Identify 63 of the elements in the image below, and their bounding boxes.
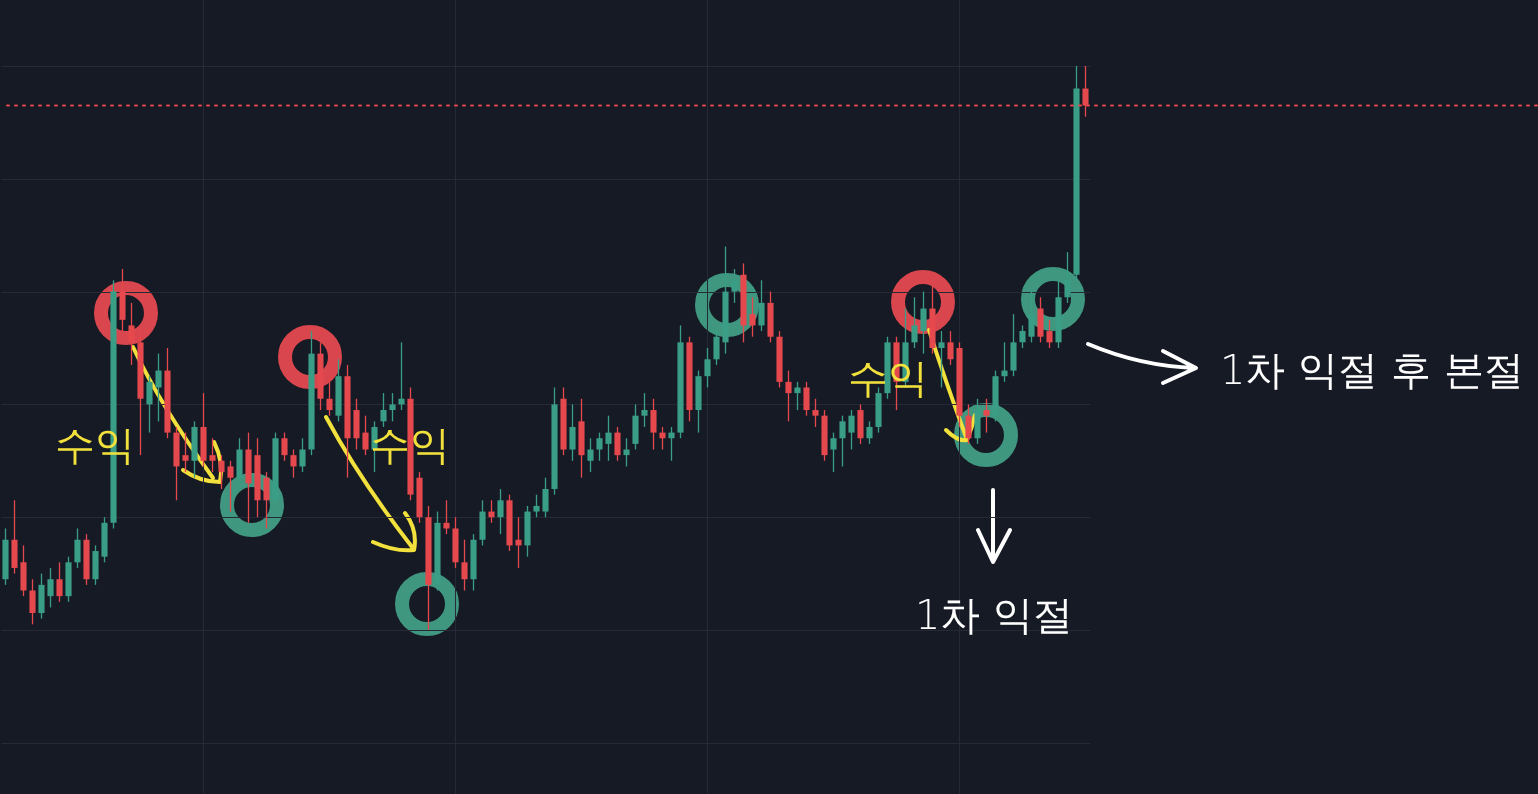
candlestick	[389, 392, 396, 422]
candlestick	[281, 431, 288, 462]
candlestick	[380, 392, 387, 428]
candlestick	[218, 454, 225, 490]
candlestick	[785, 369, 792, 422]
candlestick	[443, 499, 450, 535]
candlestick	[488, 499, 495, 524]
candlestick	[1028, 290, 1035, 344]
candlestick	[326, 381, 333, 417]
candlestick	[497, 488, 504, 535]
candlestick	[713, 330, 720, 366]
candlestick	[128, 302, 135, 366]
candlestick	[758, 279, 765, 332]
candlestick	[704, 347, 711, 389]
candlestick	[1001, 341, 1008, 383]
candlestick	[812, 398, 819, 428]
candlestick	[866, 420, 873, 445]
annotation: 1차 익절	[915, 592, 1074, 638]
candlestick	[803, 381, 810, 417]
candlestick	[227, 460, 234, 513]
candlestick	[749, 296, 756, 338]
candlestick	[830, 431, 837, 473]
candlestick	[731, 268, 738, 304]
candlestick	[533, 493, 540, 518]
candlestick	[659, 426, 666, 451]
candlestick	[146, 375, 153, 434]
candlestick	[1064, 251, 1071, 304]
candlestick	[155, 352, 162, 422]
candlestick	[596, 431, 603, 462]
candlestick	[362, 415, 369, 456]
candlestick	[47, 567, 54, 609]
candlestick	[983, 398, 990, 434]
candlestick	[668, 426, 675, 462]
candlestick	[56, 561, 63, 603]
candlestick	[938, 330, 945, 389]
candlestick	[920, 290, 927, 355]
candlestick	[182, 431, 189, 473]
candlestick	[605, 415, 612, 462]
candlestick	[614, 426, 621, 462]
candlestick	[263, 471, 270, 530]
candlestick	[299, 437, 306, 473]
candlestick	[398, 341, 405, 411]
text: 1차 익절 후 본절	[1220, 347, 1524, 393]
candlestick	[569, 403, 576, 462]
candlestick	[1046, 319, 1053, 349]
candlestick	[587, 437, 594, 473]
candlestick	[965, 403, 972, 445]
candlestick	[839, 415, 846, 468]
candlestick	[209, 437, 216, 473]
candlestick	[794, 381, 801, 411]
candlestick	[911, 296, 918, 349]
candlestick	[641, 392, 648, 428]
candlestick	[29, 578, 36, 626]
candlestick	[74, 527, 81, 569]
candlestick	[947, 330, 954, 366]
candlestick	[848, 409, 855, 451]
candlestick	[290, 448, 297, 479]
candlestick	[623, 437, 630, 468]
candlestick	[515, 516, 522, 569]
candlestick	[461, 539, 468, 592]
candlestick	[1019, 324, 1026, 349]
candlestick	[650, 398, 657, 451]
candlestick	[542, 477, 549, 518]
